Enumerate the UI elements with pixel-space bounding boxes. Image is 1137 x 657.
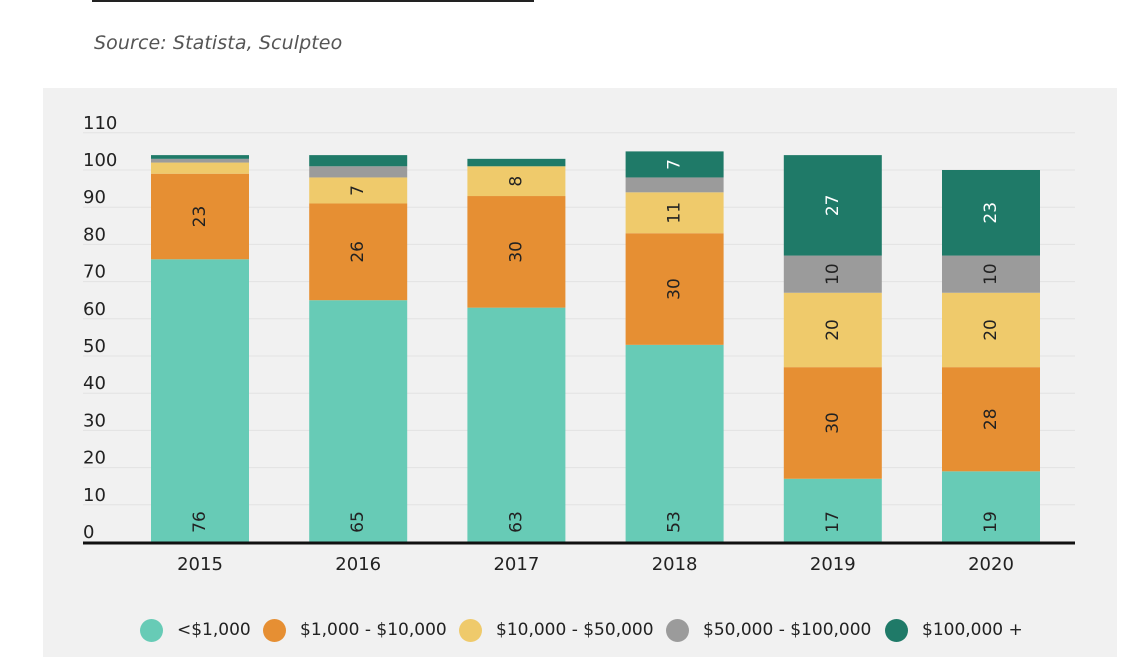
data-label: 65 xyxy=(348,511,368,533)
bar-segment xyxy=(151,259,249,542)
bar-segment xyxy=(309,166,408,178)
x-tick-label: 2015 xyxy=(177,554,223,575)
bar-segment xyxy=(309,203,408,301)
legend-label-lt-1000: <$1,000 xyxy=(177,620,251,640)
stacked-bar-chart: 0 10 20 30 40 50 60 70 80 90 100 110 76 23 2015 65 26 7 20… xyxy=(83,113,1075,575)
legend-swatch-10000-50000 xyxy=(459,618,482,642)
data-label: 26 xyxy=(348,241,368,263)
legend-swatch-100000-plus xyxy=(885,618,908,642)
y-tick-label: 30 xyxy=(83,410,106,431)
legend-item-100000-plus: $100,000 + xyxy=(885,615,1023,645)
x-tick-label: 2016 xyxy=(335,554,381,575)
legend-label-1000-10000: $1,000 - $10,000 xyxy=(300,620,447,640)
x-tick-label: 2019 xyxy=(810,554,856,575)
data-label: 30 xyxy=(506,241,526,263)
legend-label-100000-plus: $100,000 + xyxy=(922,620,1023,640)
bar-segment xyxy=(625,344,724,542)
data-label: 63 xyxy=(506,511,526,533)
data-label: 28 xyxy=(981,408,1001,430)
data-label: 17 xyxy=(823,511,843,533)
bar-segment xyxy=(309,300,408,542)
bar-segment xyxy=(467,158,566,167)
data-label: 23 xyxy=(981,202,1001,224)
data-label: 30 xyxy=(823,412,843,434)
y-tick-label: 70 xyxy=(83,262,106,283)
y-tick-label: 90 xyxy=(83,187,106,208)
bar-segment xyxy=(942,170,1040,256)
data-label: 8 xyxy=(506,176,526,187)
bar-segment xyxy=(942,367,1040,472)
y-tick-label: 80 xyxy=(83,224,106,245)
data-label: 20 xyxy=(823,319,843,341)
bar-segment xyxy=(151,162,249,174)
legend-item-50000-100000: $50,000 - $100,000 xyxy=(666,615,871,645)
bar-segment xyxy=(942,471,1040,542)
bar-segment xyxy=(151,173,249,260)
bar-segment xyxy=(625,233,724,345)
data-label: 27 xyxy=(823,195,843,217)
bar-segment xyxy=(783,367,882,479)
data-label: 10 xyxy=(981,263,1001,285)
bar-segment xyxy=(625,192,724,234)
legend-item-1000-10000: $1,000 - $10,000 xyxy=(263,615,447,645)
data-label: 53 xyxy=(665,511,685,533)
legend-item-10000-50000: $10,000 - $50,000 xyxy=(459,615,654,645)
data-label: 7 xyxy=(348,185,368,196)
bar-segment xyxy=(309,177,408,204)
bar-segment xyxy=(783,155,882,256)
data-label: 7 xyxy=(665,159,685,170)
data-label: 23 xyxy=(190,206,210,228)
bar-segment xyxy=(625,151,724,178)
data-label: 76 xyxy=(190,511,210,533)
bar-segment xyxy=(783,255,882,293)
legend-swatch-1000-10000 xyxy=(263,618,286,642)
x-tick-label: 2017 xyxy=(493,554,539,575)
bar-segment xyxy=(783,478,882,542)
bar-segment xyxy=(625,177,724,193)
bar-segment xyxy=(309,155,408,167)
chart-panel: 0 10 20 30 40 50 60 70 80 90 100 110 76 23 2015 65 26 7 20… xyxy=(43,88,1117,657)
data-label: 19 xyxy=(981,511,1001,533)
bar-segment xyxy=(942,292,1040,368)
bar-segment xyxy=(467,196,566,308)
data-label: 10 xyxy=(823,263,843,285)
source-caption: Source: Statista, Sculpteo xyxy=(94,32,343,54)
y-tick-label: 40 xyxy=(83,373,106,394)
x-tick-label: 2020 xyxy=(968,554,1014,575)
data-label: 30 xyxy=(665,278,685,300)
x-tick-label: 2018 xyxy=(652,554,698,575)
bar-segment xyxy=(942,255,1040,293)
legend-label-10000-50000: $10,000 - $50,000 xyxy=(496,620,654,640)
y-tick-label: 100 xyxy=(83,150,117,171)
legend-label-50000-100000: $50,000 - $100,000 xyxy=(703,620,872,640)
legend-item-lt-1000: <$1,000 xyxy=(140,615,251,645)
y-tick-label: 50 xyxy=(83,336,106,357)
bar-segment xyxy=(467,307,566,542)
y-tick-label: 60 xyxy=(83,299,106,320)
legend: <$1,000 $1,000 - $10,000 $10,000 - $50,0… xyxy=(0,615,1137,645)
bar-segment xyxy=(151,155,249,159)
data-label: 20 xyxy=(981,319,1001,341)
legend-swatch-50000-100000 xyxy=(666,618,689,642)
top-rule xyxy=(92,0,534,2)
y-tick-label: 110 xyxy=(83,113,117,134)
bar-segment xyxy=(151,158,249,163)
y-tick-label: 0 xyxy=(83,522,94,543)
legend-swatch-lt-1000 xyxy=(140,618,163,642)
bar-segment xyxy=(783,292,882,368)
data-label: 11 xyxy=(665,202,685,224)
y-tick-label: 10 xyxy=(83,485,106,506)
y-tick-label: 20 xyxy=(83,448,106,469)
bar-segment xyxy=(467,166,566,197)
